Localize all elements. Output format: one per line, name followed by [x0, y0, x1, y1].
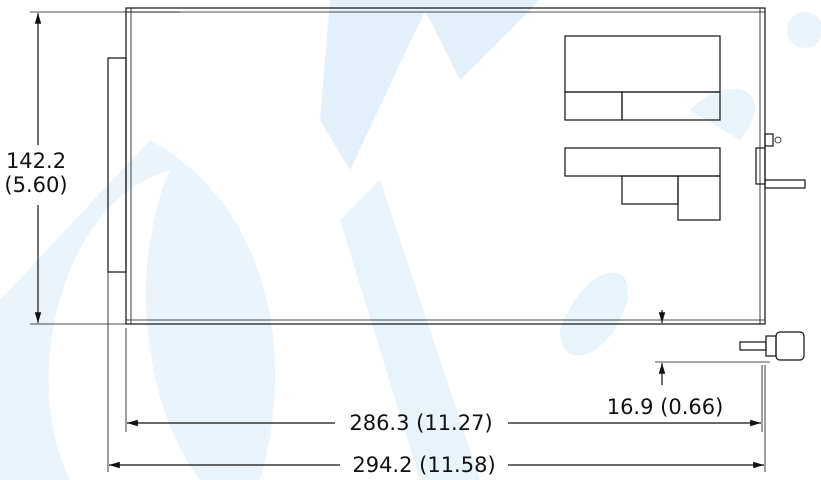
length-label: 286.3 (11.27) — [349, 411, 492, 435]
dimension-lines — [30, 11, 770, 472]
offset-label: 16.9 (0.66) — [607, 395, 724, 419]
enclosure — [107, 7, 806, 361]
height-mm: 142.2 — [6, 149, 66, 173]
height-inch: (5.60) — [4, 173, 67, 197]
overall-length-label: 294.2 (11.58) — [352, 453, 495, 477]
